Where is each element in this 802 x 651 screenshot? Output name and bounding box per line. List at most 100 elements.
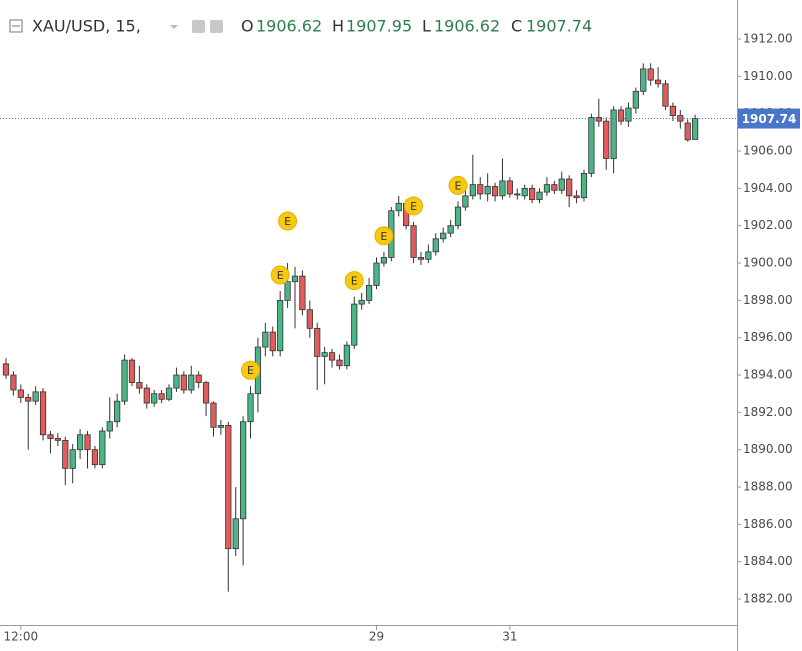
candle-body xyxy=(558,178,565,191)
candle-body xyxy=(32,391,39,402)
event-marker xyxy=(241,360,261,380)
eye-icon[interactable] xyxy=(192,20,205,33)
event-marker xyxy=(448,175,468,195)
y-tick-label: 1902.00 xyxy=(743,218,793,232)
candle-body xyxy=(588,117,595,174)
candle-body xyxy=(121,359,128,402)
candle-body xyxy=(25,397,32,402)
candle-body xyxy=(188,374,195,391)
y-tick-label: 1894.00 xyxy=(743,368,793,382)
candle-body xyxy=(269,331,276,352)
collapse-icon[interactable] xyxy=(9,19,23,33)
candle-body xyxy=(247,393,254,423)
low-label: L xyxy=(422,17,431,36)
candle-body xyxy=(640,68,647,92)
event-marker-label: E xyxy=(351,275,358,288)
candle-body xyxy=(573,195,580,199)
candle-body xyxy=(462,195,469,208)
settings-icon[interactable] xyxy=(210,20,223,33)
candle-body xyxy=(77,434,84,451)
event-marker xyxy=(344,271,364,291)
event-marker-label: E xyxy=(455,179,462,192)
candle-body xyxy=(106,421,113,432)
candle-body xyxy=(506,180,513,195)
candle-body xyxy=(610,109,617,159)
candle-body xyxy=(284,281,291,301)
candle-body xyxy=(210,402,217,428)
high-label: H xyxy=(332,17,344,36)
candle-body xyxy=(321,352,328,357)
event-marker-label: E xyxy=(247,364,254,377)
candle-body xyxy=(669,105,677,116)
candle-body xyxy=(677,115,684,122)
event-marker xyxy=(374,226,394,246)
candle-body xyxy=(69,449,76,469)
candle-body xyxy=(491,186,499,197)
candle-body xyxy=(128,359,136,383)
event-marker-label: E xyxy=(277,269,284,282)
x-tick-label: 31 xyxy=(502,630,517,644)
candle-body xyxy=(447,225,454,234)
dropdown-arrow[interactable] xyxy=(170,25,178,29)
candle-body xyxy=(84,434,91,451)
candle-body xyxy=(373,262,380,286)
low-value: 1906.62 xyxy=(434,17,500,36)
candle-body xyxy=(217,425,224,428)
candle-body xyxy=(654,79,662,85)
candle-body xyxy=(432,238,439,253)
candle-body xyxy=(202,382,210,404)
candle-body xyxy=(195,374,202,383)
event-marker xyxy=(404,196,424,216)
candle-body xyxy=(262,331,269,348)
candle-body xyxy=(306,309,313,329)
candle-body xyxy=(647,68,654,81)
candle-body xyxy=(173,374,180,389)
candle-body xyxy=(425,251,432,260)
candle-body xyxy=(536,191,543,200)
candle-body xyxy=(484,186,491,195)
candle-body xyxy=(47,434,54,439)
candle-body xyxy=(10,374,17,391)
last-price-label: 1907.74 xyxy=(742,112,797,126)
candle-body xyxy=(440,232,447,240)
candle-body xyxy=(299,275,306,311)
x-tick-label: 29 xyxy=(369,630,384,644)
open-label: O xyxy=(241,17,254,36)
candle-body xyxy=(417,257,425,260)
candle-body xyxy=(365,285,373,301)
candle-body xyxy=(62,439,69,469)
candle-body xyxy=(454,206,462,227)
y-tick-label: 1896.00 xyxy=(743,330,793,344)
candle-body xyxy=(328,352,336,361)
candle-body xyxy=(410,225,417,258)
candle-body xyxy=(336,359,343,367)
candle-body xyxy=(684,122,691,141)
high-value: 1907.95 xyxy=(346,17,412,36)
close-label: C xyxy=(511,17,522,36)
candle-body xyxy=(54,438,61,441)
candle-body xyxy=(232,518,239,550)
legend-header: XAU/USD, 15, O 1906.62 H 1907.95 L 1906.… xyxy=(9,17,592,36)
symbol: XAU/USD, 15, xyxy=(32,17,141,36)
candle-body xyxy=(351,303,358,346)
y-tick-label: 1898.00 xyxy=(743,293,793,307)
candle-body xyxy=(39,391,47,436)
candle-body xyxy=(469,184,476,197)
y-tick-label: 1904.00 xyxy=(743,181,793,195)
y-tick-label: 1890.00 xyxy=(743,442,793,456)
candle-body xyxy=(291,275,299,283)
candle-body xyxy=(477,184,484,195)
candle-body xyxy=(17,389,24,398)
candle-body xyxy=(617,109,625,122)
candle-body xyxy=(514,193,521,196)
candle-body xyxy=(277,299,284,352)
y-tick-label: 1886.00 xyxy=(743,517,793,531)
candle-body xyxy=(136,382,143,389)
candle-body xyxy=(2,363,10,376)
y-tick-label: 1892.00 xyxy=(743,405,793,419)
candle-body xyxy=(158,393,165,400)
candle-body xyxy=(380,257,388,264)
y-tick-label: 1910.00 xyxy=(743,69,793,83)
y-tick-label: 1884.00 xyxy=(743,554,793,568)
